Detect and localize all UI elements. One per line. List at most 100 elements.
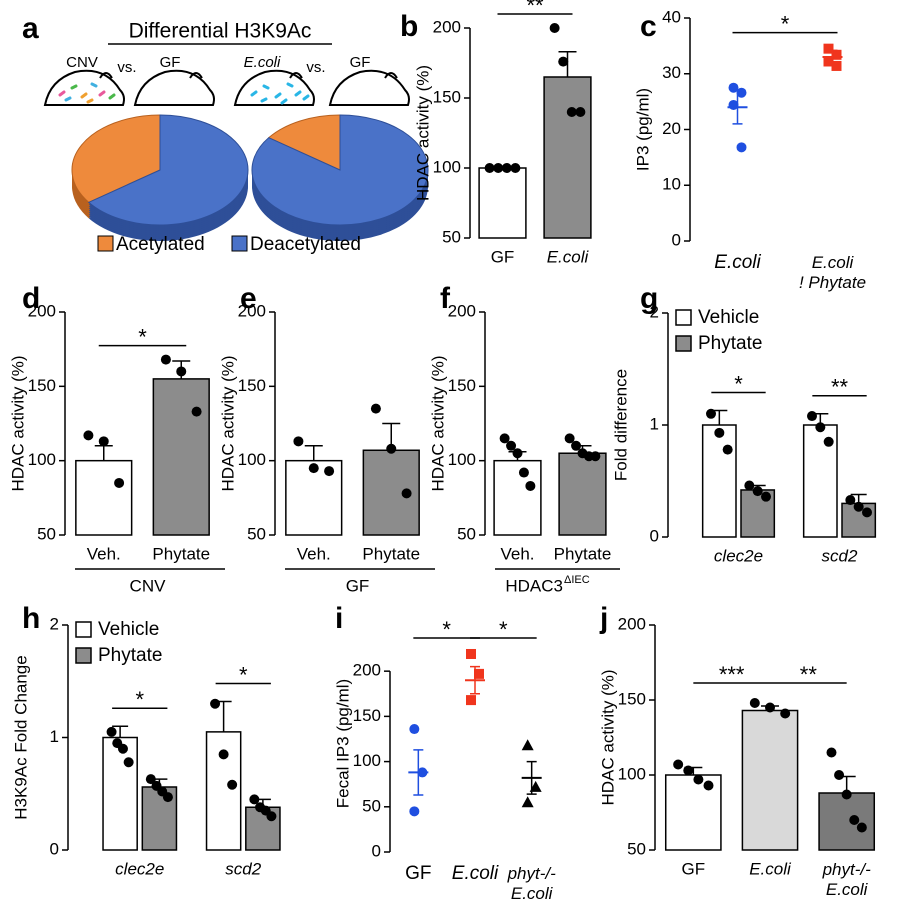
x-tick-label: E.coli: [547, 247, 590, 266]
data-point: [484, 163, 495, 173]
data-point: [176, 366, 187, 377]
bacteria-icons: [58, 82, 310, 105]
x-tick-label: E.coli: [452, 863, 499, 884]
bar: [818, 792, 876, 851]
comparison-label: GF: [160, 54, 181, 71]
comparison-label: vs.: [306, 59, 325, 76]
data-point: [845, 495, 856, 506]
y-tick-label: 150: [433, 87, 461, 106]
error-bar: [304, 445, 323, 461]
y-tick-label: 200: [28, 301, 56, 320]
x-tick-label-box: phyt-/- E.coli: [822, 860, 871, 899]
panel-letter: g: [640, 282, 658, 315]
significance-label: **: [526, 0, 544, 18]
data-point: [493, 163, 504, 173]
error-bar: [94, 445, 113, 461]
y-axis-label: HDAC activity (%): [428, 355, 447, 491]
x-tick-label: clec2e: [115, 859, 164, 878]
x-tick-label: Veh.: [500, 544, 534, 563]
error-bar: [413, 749, 424, 796]
data-point: [98, 436, 109, 447]
data-point: [529, 780, 542, 792]
legend-swatch: [75, 647, 92, 664]
data-point: [571, 440, 582, 451]
error-bar: [558, 51, 577, 77]
significance-label: *: [239, 662, 248, 687]
data-point: [466, 648, 476, 659]
data-point: [823, 436, 834, 447]
group-label: GF: [346, 576, 370, 595]
data-point: [714, 427, 725, 438]
y-tick-label: 1: [650, 414, 659, 433]
comparison-label: CNV: [66, 54, 98, 71]
x-tick-label-box: E.coli ! Phytate: [799, 253, 866, 292]
comparison-label: vs.: [117, 59, 136, 76]
significance-label: *: [734, 371, 743, 396]
data-point: [703, 780, 714, 791]
data-point: [324, 466, 335, 477]
y-tick-label: 0: [50, 839, 59, 858]
error-bar: [470, 665, 480, 695]
bar: [543, 76, 592, 239]
y-tick-label: 2: [50, 614, 59, 633]
mouse-icons: [43, 69, 410, 106]
x-tick-label: E.coli: [749, 859, 792, 878]
significance-label: *: [781, 11, 790, 36]
data-point: [807, 411, 818, 422]
significance-label: *: [138, 324, 147, 349]
data-point: [409, 806, 420, 817]
significance-label: ***: [719, 662, 745, 687]
data-point: [765, 702, 775, 713]
data-point: [706, 408, 717, 419]
data-point: [815, 422, 826, 433]
x-tick-label: Veh.: [297, 544, 331, 563]
x-tick-label: clec2e: [714, 546, 763, 565]
data-point: [474, 668, 484, 679]
y-tick-label: 200: [618, 614, 646, 633]
error-bar: [732, 89, 743, 125]
data-point: [162, 792, 173, 803]
y-axis-label: H3K9Ac Fold Change: [11, 655, 30, 819]
x-tick-label: Phytate: [362, 544, 420, 563]
y-tick-label: 1: [50, 727, 59, 746]
data-point: [590, 451, 601, 462]
y-tick-label: 0: [650, 526, 659, 545]
group-label: HDAC3: [505, 576, 563, 595]
data-point: [834, 770, 845, 780]
data-point: [525, 480, 536, 491]
significance-label: **: [831, 375, 849, 400]
x-tick-label: Phytate: [554, 544, 612, 563]
y-tick-label: 50: [362, 796, 381, 815]
data-point: [106, 726, 117, 737]
y-axis-label: HDAC activity (%): [218, 355, 237, 491]
data-point: [853, 501, 864, 512]
y-tick-label: 100: [618, 764, 646, 783]
data-point: [823, 43, 834, 54]
data-point: [266, 811, 277, 822]
panel-letter: e: [240, 282, 257, 315]
y-axis-label: IP3 (pg/ml): [633, 88, 652, 171]
legend-swatch: [675, 309, 692, 326]
bar: [478, 167, 527, 239]
data-point: [227, 779, 238, 790]
group-label: CNV: [130, 576, 167, 595]
data-point: [83, 430, 94, 441]
data-point: [736, 142, 747, 153]
x-tick-label: E.coli: [714, 252, 761, 273]
data-point: [558, 56, 569, 67]
data-point: [510, 163, 521, 173]
data-point: [760, 491, 771, 502]
data-point: [826, 747, 837, 758]
data-point: [117, 743, 128, 754]
data-point: [549, 23, 560, 33]
group-label-superscript: ΔIEC: [564, 574, 590, 586]
y-tick-label: 50: [627, 839, 646, 858]
y-tick-label: 200: [433, 17, 461, 36]
significance-label: **: [800, 662, 818, 687]
data-point: [780, 708, 791, 719]
x-tick-label: phyt-/- E.coli: [822, 860, 871, 899]
pie-slice: [251, 114, 429, 226]
data-point: [160, 354, 171, 365]
y-tick-label: 2: [650, 302, 659, 321]
